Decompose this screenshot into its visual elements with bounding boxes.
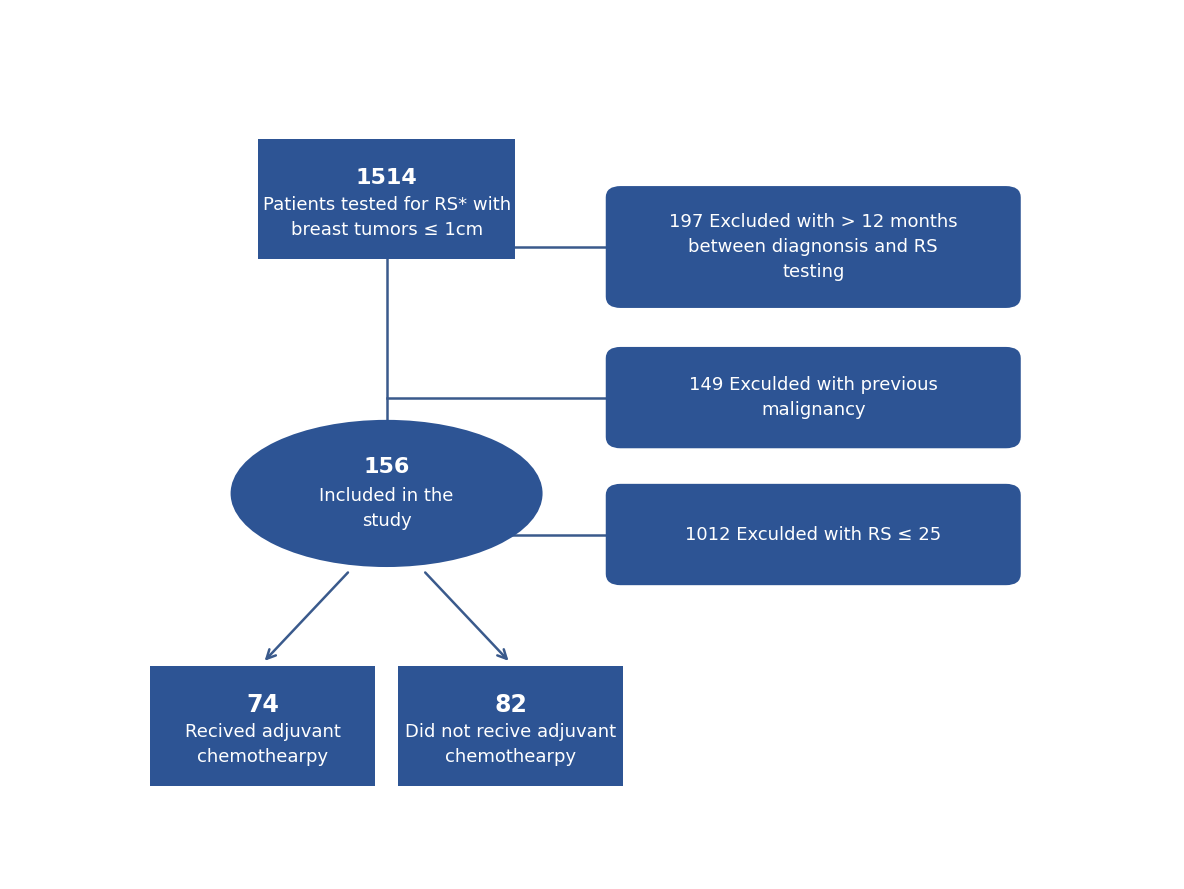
- Text: 82: 82: [494, 693, 527, 717]
- FancyBboxPatch shape: [607, 348, 1019, 447]
- FancyBboxPatch shape: [150, 666, 375, 786]
- FancyBboxPatch shape: [607, 485, 1019, 584]
- Text: Included in the
study: Included in the study: [320, 486, 453, 530]
- Text: Did not recive adjuvant
chemothearpy: Did not recive adjuvant chemothearpy: [405, 723, 616, 765]
- FancyBboxPatch shape: [258, 140, 515, 259]
- Text: Patients tested for RS* with
breast tumors ≤ 1cm: Patients tested for RS* with breast tumo…: [263, 196, 510, 238]
- Text: 197 Excluded with > 12 months
between diagnonsis and RS
testing: 197 Excluded with > 12 months between di…: [669, 213, 958, 281]
- Text: Recived adjuvant
chemothearpy: Recived adjuvant chemothearpy: [185, 723, 341, 765]
- Ellipse shape: [231, 420, 542, 567]
- Text: 1514: 1514: [355, 167, 418, 188]
- FancyBboxPatch shape: [607, 187, 1019, 307]
- Text: 74: 74: [246, 693, 279, 717]
- FancyBboxPatch shape: [398, 666, 623, 786]
- Text: 149 Exculded with previous
malignancy: 149 Exculded with previous malignancy: [689, 376, 938, 419]
- Text: 156: 156: [363, 457, 410, 477]
- Text: 1012 Exculded with RS ≤ 25: 1012 Exculded with RS ≤ 25: [686, 525, 941, 543]
